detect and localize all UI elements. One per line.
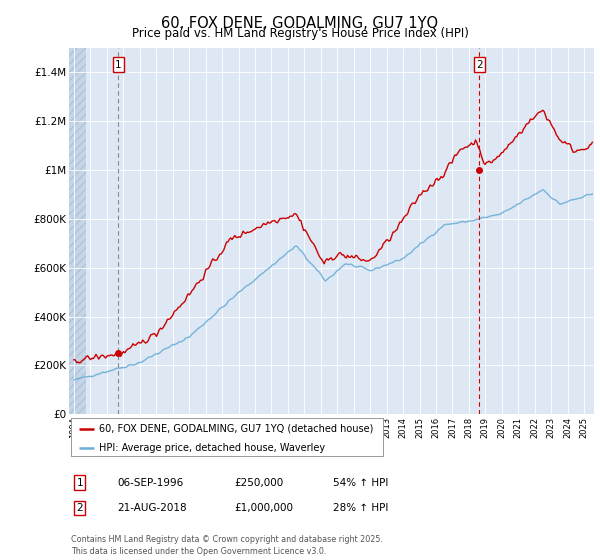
Text: 28% ↑ HPI: 28% ↑ HPI: [333, 503, 388, 513]
Text: 1: 1: [115, 60, 122, 69]
Text: Contains HM Land Registry data © Crown copyright and database right 2025.
This d: Contains HM Land Registry data © Crown c…: [71, 535, 383, 556]
Text: 1: 1: [76, 478, 83, 488]
Text: 60, FOX DENE, GODALMING, GU7 1YQ: 60, FOX DENE, GODALMING, GU7 1YQ: [161, 16, 439, 31]
Text: £1,000,000: £1,000,000: [234, 503, 293, 513]
Bar: [69, 48, 86, 414]
Text: 54% ↑ HPI: 54% ↑ HPI: [333, 478, 388, 488]
Text: 21-AUG-2018: 21-AUG-2018: [117, 503, 187, 513]
Text: 60, FOX DENE, GODALMING, GU7 1YQ (detached house): 60, FOX DENE, GODALMING, GU7 1YQ (detach…: [99, 423, 373, 433]
Text: HPI: Average price, detached house, Waverley: HPI: Average price, detached house, Wave…: [99, 443, 325, 453]
Text: 2: 2: [76, 503, 83, 513]
Text: 06-SEP-1996: 06-SEP-1996: [117, 478, 183, 488]
Text: £250,000: £250,000: [234, 478, 283, 488]
Text: Price paid vs. HM Land Registry's House Price Index (HPI): Price paid vs. HM Land Registry's House …: [131, 27, 469, 40]
Text: 2: 2: [476, 60, 483, 69]
